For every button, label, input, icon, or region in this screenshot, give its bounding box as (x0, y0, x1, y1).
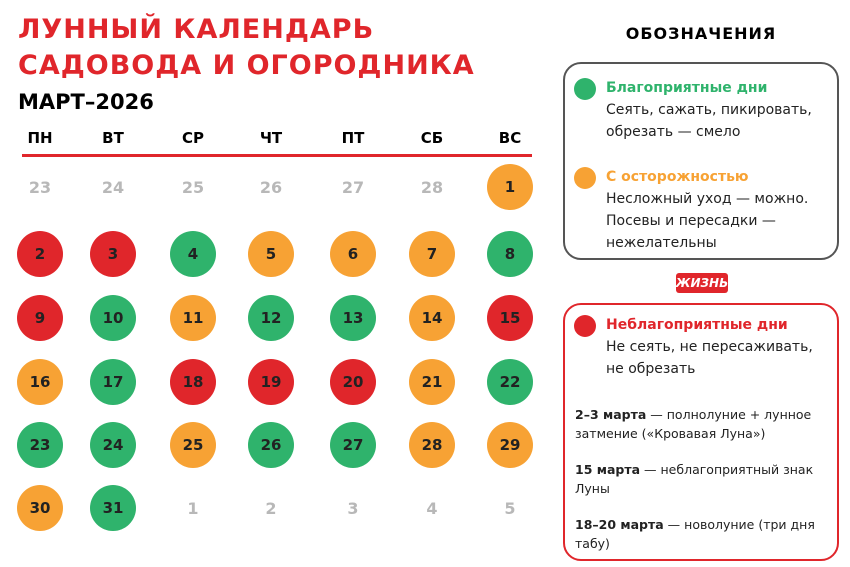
day: 2 (265, 498, 277, 518)
note-text: — неблагоприятный знак Луны (575, 462, 814, 496)
day: 5 (248, 231, 294, 277)
legend-label: Неблагоприятные дни (606, 317, 788, 333)
note: 18–20 марта — новолуние (три дня табу) (575, 515, 830, 553)
day: 22 (487, 359, 533, 405)
legend-text: Сеять, сажать, пикировать, обрезать — см… (606, 102, 812, 140)
legend-text: Несложный уход — можно. Посевы и пересад… (606, 191, 809, 251)
day: 28 (409, 422, 455, 468)
note-text: — полнолуние + лунное затмение («Кровава… (575, 407, 812, 441)
day: 9 (17, 295, 63, 341)
day: 14 (409, 295, 455, 341)
day: 26 (259, 177, 283, 197)
title-line: САДОВОДА И ОГОРОДНИКА (18, 50, 475, 81)
legend-dot (574, 78, 596, 100)
weekday: ВТ (102, 129, 124, 147)
day: 31 (90, 485, 136, 531)
weekday: ПН (27, 129, 53, 147)
note: 15 марта — неблагоприятный знак Луны (575, 460, 830, 498)
day: 16 (17, 359, 63, 405)
weekday: СР (181, 129, 204, 147)
note: 2–3 марта — полнолуние + лунное затмение … (575, 405, 830, 443)
header-rule (22, 154, 532, 157)
note-text: — новолуние (три дня табу) (575, 517, 815, 551)
legend-dot (574, 167, 596, 189)
legend-label: Благоприятные дни (606, 80, 768, 96)
title-line: ЛУННЫЙ КАЛЕНДАРЬ (18, 14, 375, 45)
day: 10 (90, 295, 136, 341)
day: 25 (170, 422, 216, 468)
day: 30 (17, 485, 63, 531)
day: 24 (101, 177, 125, 197)
day: 26 (248, 422, 294, 468)
day: 27 (341, 177, 365, 197)
note-date: 2–3 марта (575, 407, 647, 422)
day: 23 (17, 422, 63, 468)
day: 21 (409, 359, 455, 405)
day: 11 (170, 295, 216, 341)
day: 24 (90, 422, 136, 468)
legend-text: Не сеять, не пересаживать, не обрезать (606, 339, 813, 377)
weekday: ВС (498, 129, 522, 147)
weekday: ПТ (341, 129, 365, 147)
day: 1 (187, 498, 199, 518)
day: 2 (17, 231, 63, 277)
day: 4 (426, 498, 438, 518)
weekday: СБ (420, 129, 444, 147)
day: 28 (420, 177, 444, 197)
day: 7 (409, 231, 455, 277)
note-date: 15 марта (575, 462, 641, 477)
note-date: 18–20 марта (575, 517, 664, 532)
month: МАРТ–2026 (18, 90, 154, 114)
day: 3 (347, 498, 359, 518)
day: 1 (487, 164, 533, 210)
legend-box (563, 303, 839, 561)
day: 6 (330, 231, 376, 277)
day: 27 (330, 422, 376, 468)
day: 8 (487, 231, 533, 277)
day: 17 (90, 359, 136, 405)
legend-title: ОБОЗНАЧЕНИЯ (625, 24, 777, 43)
day: 19 (248, 359, 294, 405)
day: 13 (330, 295, 376, 341)
day: 15 (487, 295, 533, 341)
day: 5 (504, 498, 516, 518)
legend-box (563, 62, 839, 260)
day: 20 (330, 359, 376, 405)
weekday: ЧТ (259, 129, 283, 147)
day: 18 (170, 359, 216, 405)
day: 29 (487, 422, 533, 468)
day: 25 (181, 177, 205, 197)
day: 4 (170, 231, 216, 277)
day: 12 (248, 295, 294, 341)
day: 3 (90, 231, 136, 277)
legend-label: С осторожностью (606, 169, 749, 185)
logo-badge: ЖИЗНЬ (676, 273, 728, 293)
day: 23 (28, 177, 52, 197)
legend-dot (574, 315, 596, 337)
